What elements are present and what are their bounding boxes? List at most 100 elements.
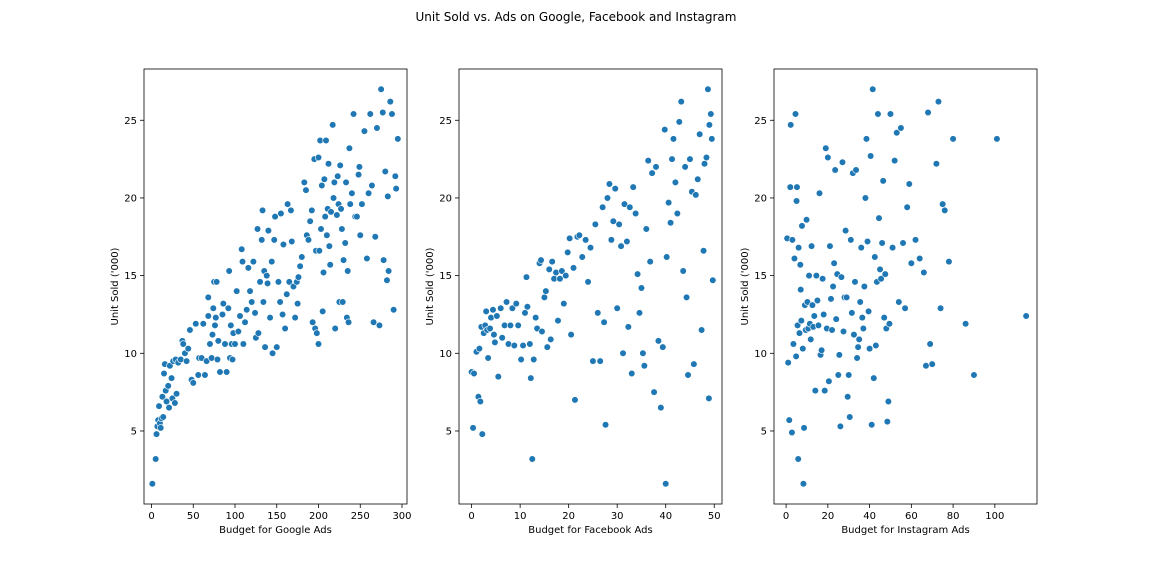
data-point [970, 371, 978, 379]
data-point [548, 258, 556, 266]
data-point [547, 335, 555, 343]
data-point [939, 200, 947, 208]
data-point [847, 236, 855, 244]
data-point [554, 317, 562, 325]
data-point [785, 416, 793, 424]
data-point [302, 186, 310, 194]
data-point [386, 98, 394, 106]
y-tick-label: 5 [131, 426, 137, 437]
data-point [797, 286, 805, 294]
data-point [288, 237, 296, 246]
axes-frame [143, 68, 408, 505]
data-point [213, 355, 222, 364]
data-point [932, 160, 940, 168]
data-point [348, 189, 356, 197]
data-point [871, 253, 879, 261]
data-point [219, 299, 227, 308]
data-point [865, 345, 874, 353]
data-point [820, 310, 828, 319]
data-point [657, 404, 665, 412]
data-point [274, 278, 283, 286]
data-point [394, 135, 402, 143]
data-point [377, 85, 385, 93]
data-point [489, 306, 497, 314]
data-point [510, 341, 518, 350]
data-point [811, 386, 819, 395]
data-point [167, 374, 176, 382]
data-point [214, 337, 222, 345]
y-tick-label: 15 [754, 271, 767, 282]
data-point [341, 239, 349, 247]
data-point [609, 217, 617, 225]
data-point [805, 272, 813, 280]
data-point [148, 480, 156, 488]
data-point [870, 374, 878, 382]
data-point [792, 352, 800, 361]
data-point [852, 166, 860, 174]
data-point [519, 341, 527, 350]
data-point [279, 240, 288, 249]
data-point [383, 276, 391, 284]
data-point [949, 135, 957, 143]
data-point [694, 175, 702, 183]
x-tick-label: 150 [267, 511, 286, 522]
data-point [788, 428, 796, 437]
x-axis-label: Budget for Facebook Ads [528, 525, 652, 536]
data-point [788, 236, 796, 244]
data-point [857, 244, 865, 252]
data-point [331, 324, 339, 333]
data-point [371, 233, 379, 241]
data-point [276, 298, 284, 306]
data-point [308, 206, 316, 214]
scatter-panel-2: 0 10 20 30 40 50 5 10 15 20 25 Budget for Facebook … [425, 68, 723, 536]
data-point [619, 349, 627, 357]
data-point [924, 108, 932, 117]
data-point [278, 310, 287, 319]
data-point [821, 386, 829, 395]
data-point [333, 211, 341, 219]
x-tick-label: 300 [392, 511, 411, 522]
data-point [794, 455, 802, 463]
data-point [243, 306, 251, 314]
x-tick-label: 20 [821, 511, 834, 522]
data-point [702, 153, 711, 162]
data-point [368, 181, 376, 190]
data-point [789, 340, 798, 348]
data-point [366, 110, 374, 118]
data-point [797, 317, 805, 325]
data-point [543, 343, 551, 351]
data-point [158, 393, 166, 401]
data-point [673, 209, 681, 218]
x-tick-label: 60 [905, 511, 918, 522]
data-point [314, 153, 323, 162]
data-point [901, 304, 909, 312]
data-point [542, 287, 550, 295]
data-point [353, 212, 361, 221]
data-point [644, 157, 652, 165]
y-tick-label: 5 [761, 426, 767, 437]
y-tick-label: 10 [124, 349, 137, 360]
data-point [848, 309, 856, 317]
x-tick-label: 30 [611, 511, 624, 522]
data-point [663, 253, 671, 261]
data-point [545, 265, 553, 274]
data-point [227, 321, 235, 329]
data-point [941, 206, 949, 214]
data-point [817, 346, 826, 354]
data-point [705, 121, 713, 129]
data-point [325, 242, 333, 250]
data-point [216, 368, 224, 376]
data-point [326, 261, 334, 269]
data-point [241, 318, 249, 326]
data-point [296, 262, 304, 270]
data-point [829, 282, 837, 291]
data-point [162, 397, 171, 406]
data-point [248, 298, 256, 306]
data-point [356, 231, 364, 239]
data-point [186, 326, 194, 334]
data-point [845, 371, 853, 379]
data-point [897, 124, 905, 132]
data-point [517, 355, 525, 364]
data-point [294, 299, 302, 308]
